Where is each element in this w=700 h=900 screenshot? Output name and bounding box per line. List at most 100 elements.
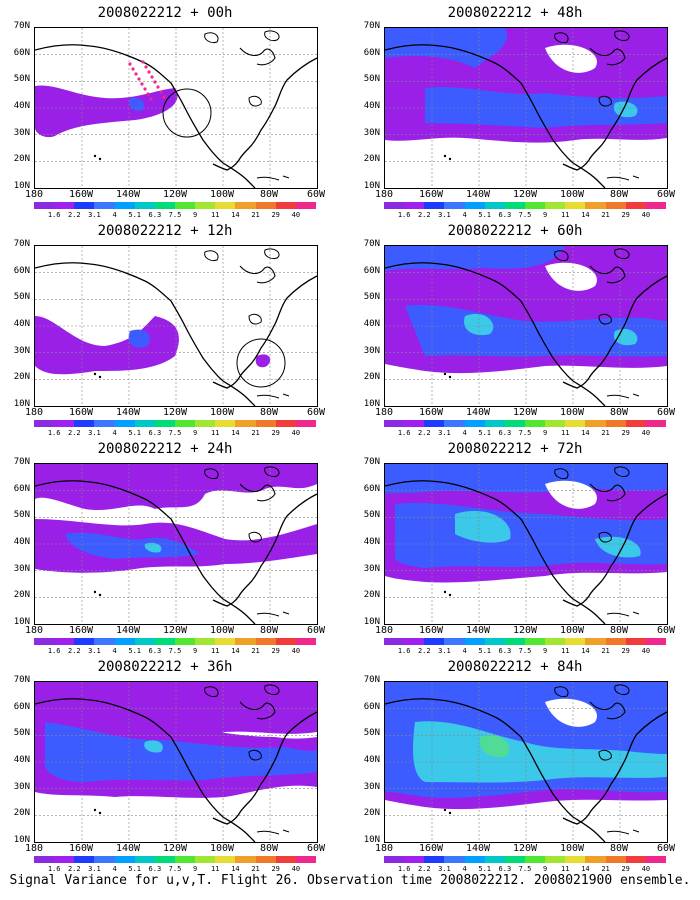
great-lakes — [598, 749, 612, 761]
panel-title: 2008022212 + 24h — [97, 441, 233, 457]
panel-title: 2008022212 + 60h — [447, 223, 583, 239]
hudson-bay-coast — [589, 701, 626, 720]
colorbar-swatch — [154, 638, 175, 645]
colorbar-swatch — [384, 420, 405, 427]
longitude-tick-label: 80W — [259, 843, 279, 854]
longitude-tick-label: 140W — [115, 625, 141, 636]
hawaii-island — [443, 808, 447, 812]
variance-contour — [479, 735, 510, 758]
colorbar-label: 40 — [641, 211, 651, 219]
longitude-tick-label: 180 — [24, 625, 44, 636]
arctic-islands — [204, 466, 280, 479]
colorbar-label: 40 — [641, 865, 651, 873]
colorbar-swatch — [504, 638, 525, 645]
low-variance-area — [545, 698, 597, 727]
latitude-tick-label: 10N — [13, 617, 30, 627]
colorbar-label: 14 — [231, 647, 240, 655]
hudson-bay-coast — [239, 265, 276, 284]
map-panel-24h: 2008022212 + 24h 70N 60N 50N 40N 30N 20N 10N 18… — [0, 441, 330, 656]
colorbar-label: 21 — [251, 429, 260, 437]
colorbar-swatch — [215, 202, 236, 209]
colorbar-swatch — [484, 638, 505, 645]
colorbar-label: 4 — [112, 211, 117, 219]
longitude-tick-label: 120W — [162, 407, 188, 418]
colorbar-label: 3.1 — [88, 647, 101, 655]
colorbar — [34, 638, 316, 645]
variance-contour — [65, 532, 200, 559]
colorbar-swatch — [524, 202, 546, 209]
colorbar-swatch — [404, 638, 425, 645]
caribbean-islands — [606, 175, 640, 181]
colorbar-swatch — [404, 856, 425, 863]
colorbar-swatch — [524, 856, 546, 863]
colorbar-swatch — [545, 202, 566, 209]
variance-contour — [129, 97, 145, 111]
longitude-tick-label: 80W — [259, 625, 279, 636]
coastline-west — [385, 698, 606, 842]
longitude-tick-label: 160W — [418, 843, 444, 854]
colorbar-swatch — [545, 420, 566, 427]
flight-track-dot — [144, 65, 148, 69]
colorbar-label: 29 — [271, 429, 280, 437]
colorbar-label: 4 — [112, 647, 117, 655]
great-lakes — [248, 95, 262, 107]
colorbar-label: 21 — [601, 211, 610, 219]
colorbar-label: 3.1 — [438, 211, 451, 219]
arctic-islands — [554, 248, 630, 261]
variance-contour — [455, 510, 511, 543]
longitude-tick-label: 100W — [209, 843, 235, 854]
flight-track-dot — [134, 72, 138, 76]
colorbar-labels: 1.6 2.2 3.1 4 5.1 6.3 7.5 9 11 14 21 29 40 — [384, 647, 666, 657]
coastline-west — [385, 480, 606, 624]
colorbar — [34, 420, 316, 427]
colorbar-swatch — [134, 638, 155, 645]
longitude-tick-label: 100W — [559, 189, 585, 200]
variance-contour — [255, 354, 271, 368]
colorbar-label: 9 — [543, 429, 548, 437]
colorbar-swatch — [295, 638, 316, 645]
colorbar — [384, 638, 666, 645]
hawaii-island — [93, 808, 97, 812]
coastline-east — [212, 57, 317, 171]
map-panel-60h: 2008022212 + 60h 70N 60N 50N 40N 30N 20N 10N 18… — [350, 223, 680, 438]
observation-circle — [236, 338, 286, 388]
hawaii-island — [93, 154, 97, 158]
longitude-tick-label: 140W — [115, 843, 141, 854]
latitude-tick-label: 20N — [13, 808, 30, 819]
colorbar-swatch — [134, 856, 155, 863]
longitude-tick-label: 140W — [465, 407, 491, 418]
arctic-islands — [204, 684, 280, 697]
colorbar-label: 4 — [112, 429, 117, 437]
colorbar-swatch — [174, 638, 196, 645]
longitude-tick-label: 100W — [559, 407, 585, 418]
latitude-tick-label: 20N — [13, 154, 30, 165]
colorbar-swatch — [424, 856, 445, 863]
coastline-east — [562, 493, 667, 607]
colorbar-swatch — [565, 856, 586, 863]
colorbar-labels: 1.6 2.2 3.1 4 5.1 6.3 7.5 9 11 14 21 29 40 — [34, 211, 316, 221]
flight-track-dot — [137, 77, 141, 81]
latitude-tick-label: 20N — [363, 590, 380, 601]
variance-contour — [385, 464, 667, 494]
colorbar-swatch — [94, 638, 115, 645]
colorbar-swatch — [235, 420, 256, 427]
low-variance-area — [545, 480, 597, 509]
latitude-tick-label: 70N — [363, 457, 380, 467]
colorbar-swatch — [215, 420, 236, 427]
colorbar-label: 1.6 — [47, 429, 61, 437]
colorbar-label-spacer — [656, 211, 666, 221]
colorbar-swatch — [34, 202, 55, 209]
hudson-bay-coast — [589, 47, 626, 66]
colorbar-label: 5.1 — [128, 211, 142, 219]
colorbar — [384, 202, 666, 209]
colorbar-swatch — [625, 202, 646, 209]
latitude-tick-label: 10N — [13, 835, 30, 845]
latitude-tick-label: 30N — [363, 563, 380, 574]
colorbar-label: 5.1 — [478, 865, 492, 873]
observation-circle — [162, 88, 212, 138]
latitude-tick-label: 20N — [363, 808, 380, 819]
longitude-tick-label: 180 — [374, 843, 394, 854]
colorbar-swatch — [255, 420, 276, 427]
colorbar-swatch — [645, 420, 666, 427]
latitude-tick-label: 60N — [13, 265, 30, 276]
